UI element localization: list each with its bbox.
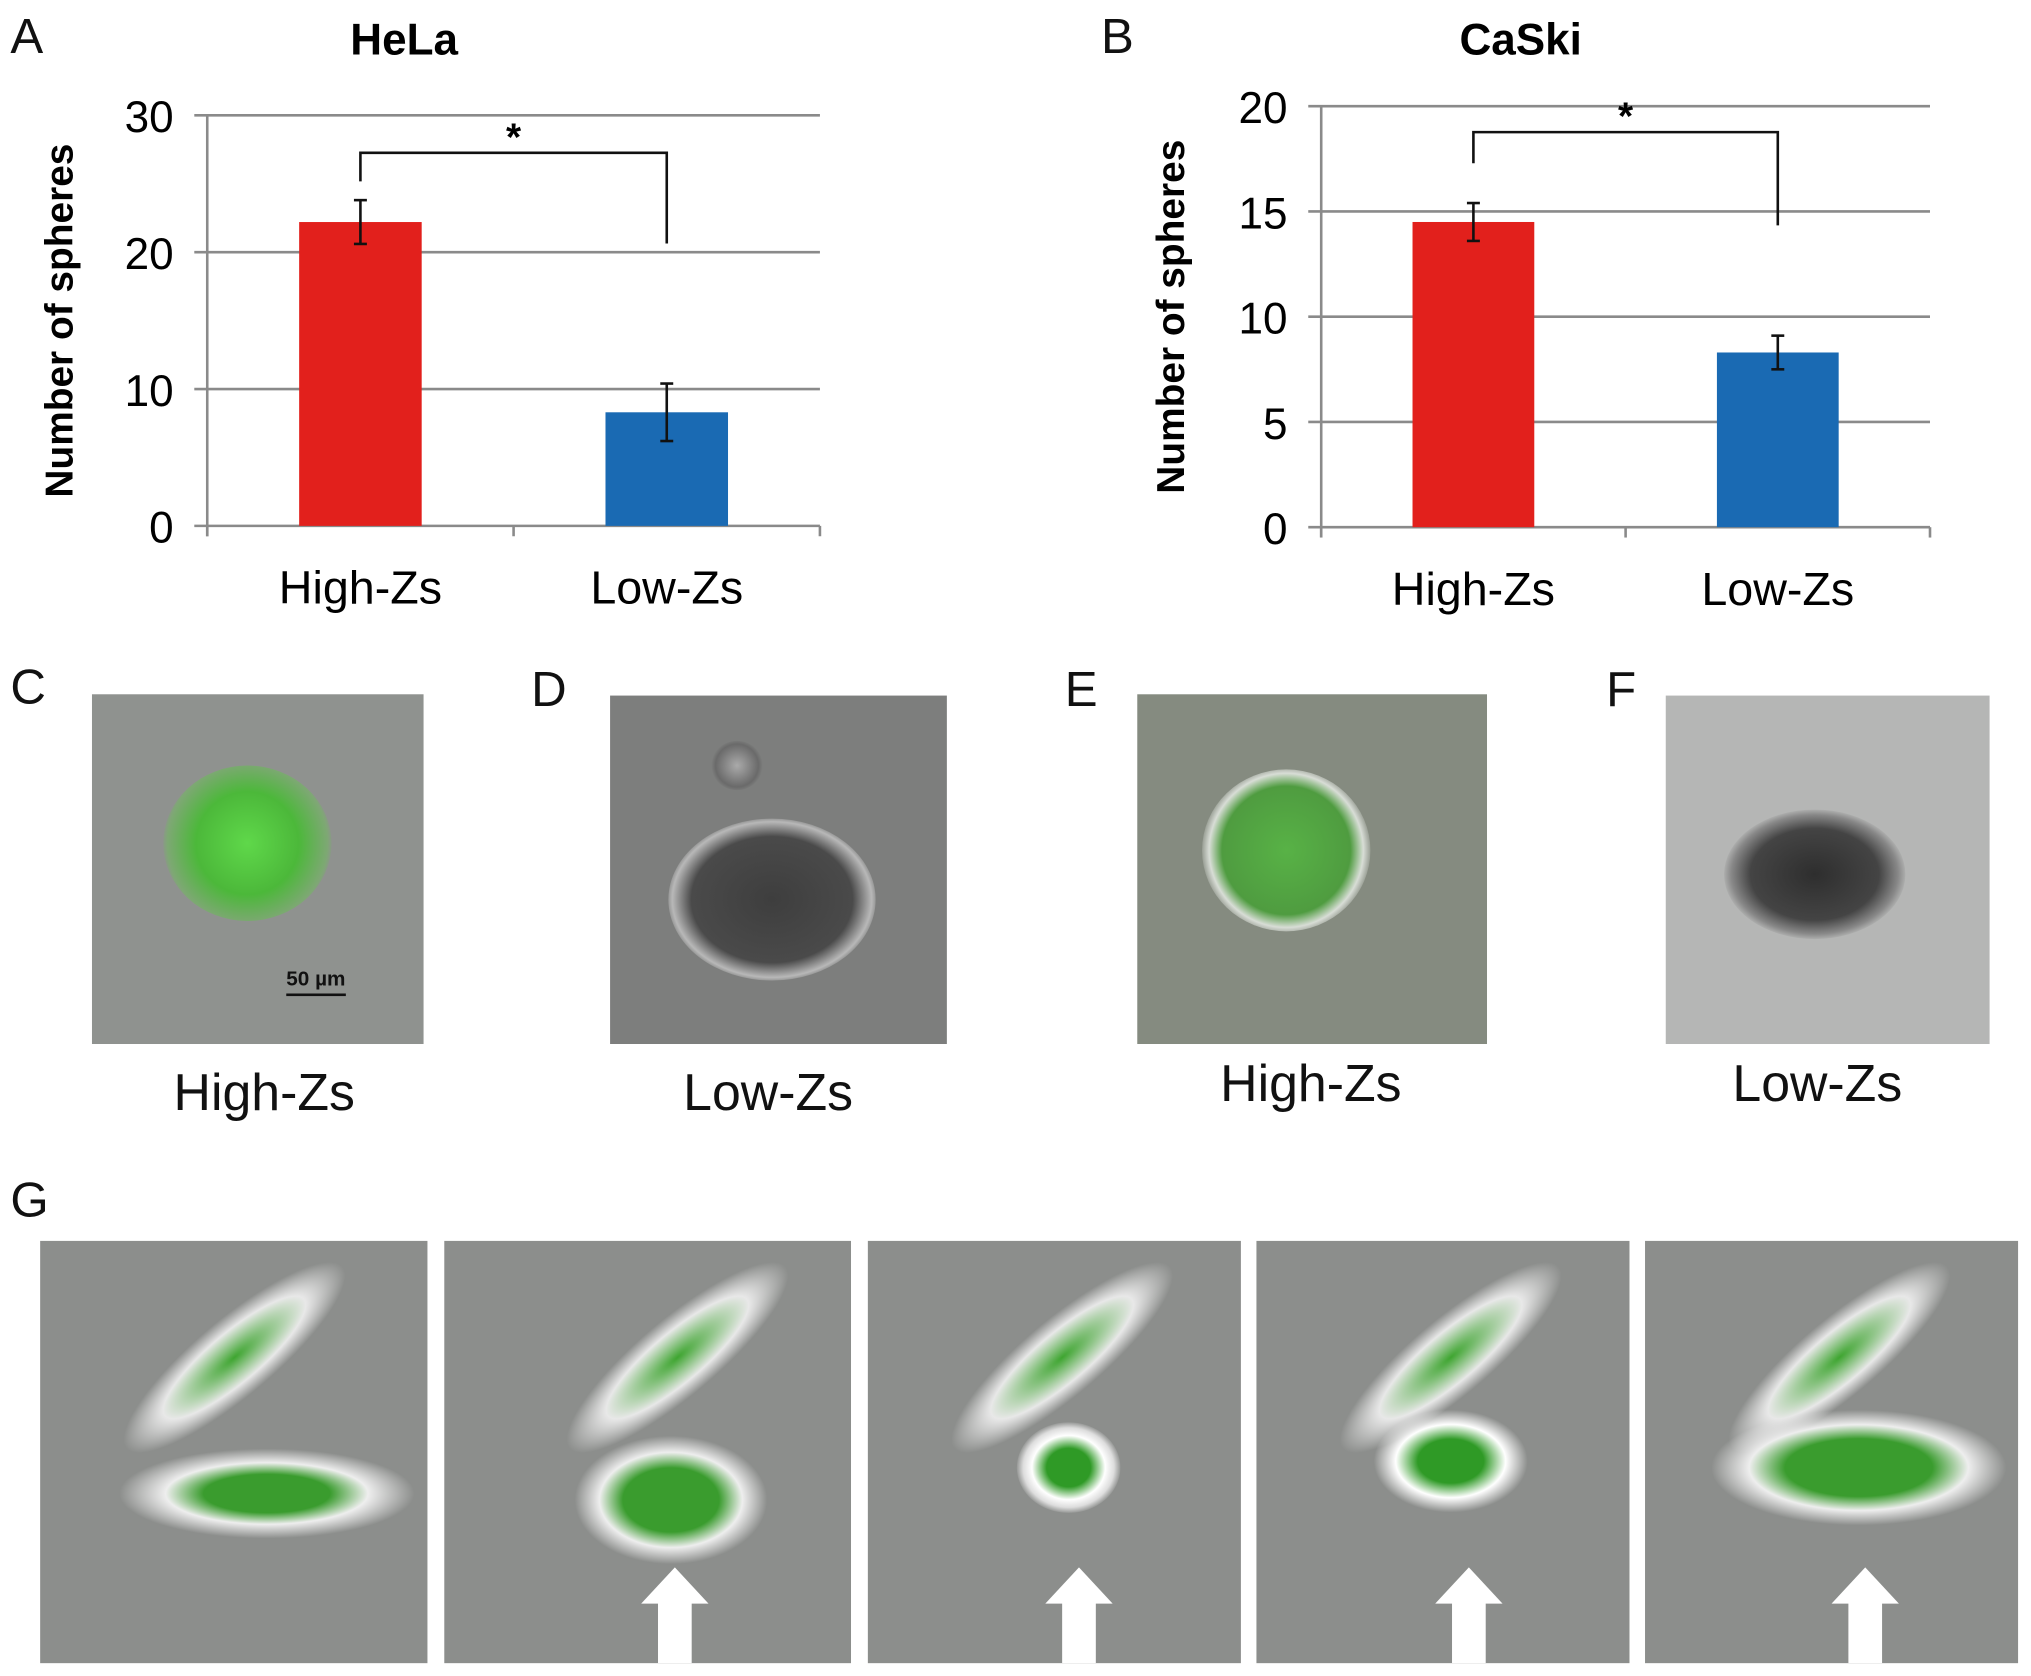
significance-bracket bbox=[1472, 130, 1780, 226]
panel-label-f: F bbox=[1606, 663, 1637, 718]
y-tick-label: 0 bbox=[149, 504, 174, 553]
arrow-icon bbox=[1045, 1567, 1113, 1664]
label-d: Low-Zs bbox=[683, 1064, 854, 1122]
chart-caski: CaSki 0 5 10 15 20 Number of spheres High-Zs Low… bbox=[1150, 15, 1932, 615]
significance-bracket bbox=[359, 151, 669, 244]
micrograph-e bbox=[1137, 694, 1488, 1045]
label-f: Low-Zs bbox=[1732, 1055, 1903, 1113]
y-tick-label: 0 bbox=[1263, 505, 1288, 554]
chart-title: CaSki bbox=[1459, 15, 1581, 64]
timelapse-frame-5 bbox=[1645, 1240, 2019, 1664]
label-c: High-Zs bbox=[173, 1064, 355, 1122]
panel-label-d: D bbox=[531, 663, 567, 718]
y-tick-label: 5 bbox=[1263, 400, 1288, 449]
panel-label-e: E bbox=[1064, 663, 1098, 718]
y-axis-label: Number of spheres bbox=[1150, 140, 1193, 494]
arrow-icon bbox=[1435, 1567, 1503, 1664]
timelapse-frame-4 bbox=[1256, 1240, 1630, 1664]
arrow-icon bbox=[1831, 1567, 1899, 1664]
x-tick-label: Low-Zs bbox=[1701, 563, 1854, 615]
y-tick-label: 30 bbox=[125, 93, 174, 142]
panel-label-c: C bbox=[10, 660, 46, 716]
x-tick-label: Low-Zs bbox=[590, 562, 743, 614]
bar-high-zs bbox=[1412, 221, 1535, 528]
y-tick-label: 15 bbox=[1239, 189, 1288, 238]
micrograph-f bbox=[1665, 695, 1990, 1045]
bar-high-zs bbox=[299, 222, 422, 526]
y-tick-label: 10 bbox=[1239, 295, 1288, 344]
x-tick-label: High-Zs bbox=[1392, 563, 1555, 615]
significance-star: * bbox=[506, 116, 522, 159]
micrograph-c: 50 µm bbox=[91, 694, 424, 1045]
y-axis-label: Number of spheres bbox=[39, 144, 82, 498]
label-e: High-Zs bbox=[1220, 1055, 1402, 1113]
chart-hela: HeLa 0 10 20 30 Number of spheres High-Zs Low-Z… bbox=[39, 15, 822, 614]
chart-title: HeLa bbox=[350, 15, 458, 64]
panel-label-b: B bbox=[1101, 10, 1134, 65]
timelapse-frame-3 bbox=[867, 1240, 1241, 1664]
timelapse-frame-1 bbox=[40, 1240, 428, 1664]
arrow-icon bbox=[641, 1567, 709, 1664]
x-tick-label: High-Zs bbox=[279, 562, 442, 614]
timelapse-frame-2 bbox=[444, 1240, 852, 1664]
significance-star: * bbox=[1618, 96, 1634, 139]
bar-low-zs bbox=[1716, 352, 1839, 528]
y-tick-label: 20 bbox=[1239, 84, 1288, 133]
scale-bar: 50 µm bbox=[286, 969, 345, 996]
micrograph-d bbox=[610, 695, 947, 1045]
panel-label-a: A bbox=[10, 10, 44, 65]
panel-label-g: G bbox=[10, 1173, 49, 1228]
y-tick-label: 10 bbox=[125, 367, 174, 416]
y-tick-label: 20 bbox=[125, 230, 174, 279]
